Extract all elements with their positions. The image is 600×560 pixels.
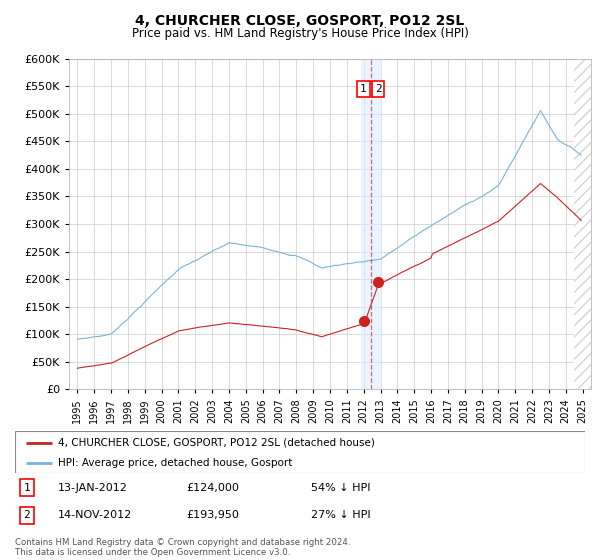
Text: £124,000: £124,000	[186, 483, 239, 493]
Text: 13-JAN-2012: 13-JAN-2012	[58, 483, 128, 493]
Text: 4, CHURCHER CLOSE, GOSPORT, PO12 2SL (detached house): 4, CHURCHER CLOSE, GOSPORT, PO12 2SL (de…	[58, 438, 374, 448]
Text: 27% ↓ HPI: 27% ↓ HPI	[311, 510, 371, 520]
Text: 54% ↓ HPI: 54% ↓ HPI	[311, 483, 371, 493]
Text: 4, CHURCHER CLOSE, GOSPORT, PO12 2SL: 4, CHURCHER CLOSE, GOSPORT, PO12 2SL	[136, 14, 464, 28]
Text: HPI: Average price, detached house, Gosport: HPI: Average price, detached house, Gosp…	[58, 458, 292, 468]
Text: Contains HM Land Registry data © Crown copyright and database right 2024.
This d: Contains HM Land Registry data © Crown c…	[15, 538, 350, 557]
Bar	[361, 59, 382, 389]
Bar	[574, 59, 591, 389]
Text: 2: 2	[375, 84, 382, 94]
Bar	[574, 59, 591, 389]
Text: 14-NOV-2012: 14-NOV-2012	[58, 510, 132, 520]
Text: 2: 2	[23, 510, 30, 520]
Text: £193,950: £193,950	[186, 510, 239, 520]
Text: 1: 1	[360, 84, 367, 94]
Text: Price paid vs. HM Land Registry's House Price Index (HPI): Price paid vs. HM Land Registry's House …	[131, 27, 469, 40]
Text: 1: 1	[23, 483, 30, 493]
